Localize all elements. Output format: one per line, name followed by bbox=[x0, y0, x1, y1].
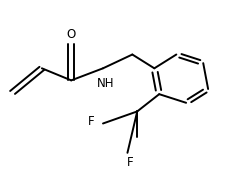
Text: NH: NH bbox=[97, 77, 114, 90]
Text: F: F bbox=[88, 115, 94, 128]
Text: F: F bbox=[126, 156, 133, 169]
Text: O: O bbox=[66, 28, 76, 41]
